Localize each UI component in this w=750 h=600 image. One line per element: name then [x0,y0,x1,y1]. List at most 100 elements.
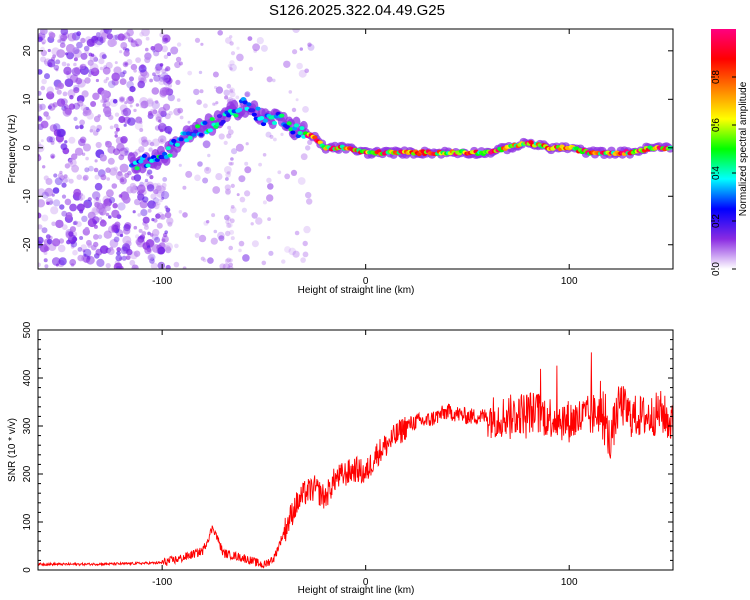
spectrogram-noise-blob [67,32,77,42]
spectrogram-noise-blob [212,71,219,78]
spectrogram-noise-blob [108,114,114,121]
spectrogram-noise-blob [88,52,93,57]
spectrogram-noise-blob [101,90,110,99]
spectrogram-noise-blob [161,45,169,53]
spectrogram-noise-blob [128,95,134,102]
spectrogram-noise-blob [77,247,83,252]
spectrogram-noise-blob [244,161,249,166]
spectrogram-noise-blob [215,101,219,105]
spectrogram-noise-blob [56,89,62,95]
spectrogram-ridge-core [286,121,292,126]
spectrogram-noise-blob [267,217,271,222]
spectrogram-noise-blob [124,150,130,156]
spectrogram-noise-blob [39,244,49,253]
spectrogram-noise-blob [161,68,167,74]
spectrogram-noise-blob [41,41,45,45]
spectrogram-ridge-core [141,153,147,158]
spectrogram-ridge-core [209,117,215,122]
spectrogram-noise-blob [111,183,118,189]
spectrogram-noise-blob [177,107,184,114]
spectrogram-noise-blob [96,128,100,133]
spectrogram-noise-blob [161,191,170,200]
spectrogram-noise-blob [155,213,161,219]
spectrogram-noise-blob [157,66,162,70]
spectrogram-noise-blob [230,51,236,56]
spectrogram-noise-blob [83,248,92,257]
spectrogram-noise-blob [133,250,141,257]
spectrogram-noise-blob [58,257,67,266]
spectrogram-noise-blob [277,170,282,175]
spectrogram-noise-blob [117,202,126,211]
spectrogram-noise-blob [307,43,315,51]
spectrogram-marks [38,29,673,269]
spectrogram-noise-blob [229,63,237,72]
spectrogram-noise-blob [156,212,164,220]
spectrogram-noise-blob [226,216,232,222]
spectrogram-noise-blob [103,230,113,239]
spectrogram-noise-blob [304,68,310,74]
snr-y-tick-label: 300 [22,417,33,434]
spectrogram-noise-blob [262,153,267,157]
spectrogram-noise-blob [59,204,65,210]
spectrogram-noise-blob [149,141,155,147]
spectrogram-x-tick-label: 0 [363,276,369,287]
spectrogram-noise-blob [122,61,129,68]
spectrogram-noise-blob [61,194,67,199]
spectrogram-noise-blob [38,154,42,162]
spectrogram-noise-blob [244,190,251,197]
spectrogram-noise-blob [51,47,60,56]
spectrogram-noise-blob [47,48,51,53]
spectrogram-y-axis-label: Frequency (Hz) [7,115,18,184]
spectrogram-noise-blob [49,32,56,39]
spectrogram-noise-blob [42,165,46,169]
spectrogram-noise-blob [47,59,56,68]
spectrogram-noise-blob [147,231,151,236]
spectrogram-noise-blob [155,185,162,192]
spectrogram-noise-blob [137,213,141,217]
spectrogram-noise-blob [229,60,235,66]
spectrogram-noise-blob [54,177,63,186]
spectrogram-noise-blob [69,161,74,165]
spectrogram-noise-blob [161,196,165,200]
spectrogram-noise-blob [134,198,141,206]
spectrogram-noise-blob [178,210,183,214]
spectrogram-noise-blob [167,221,173,227]
spectrogram-noise-blob [45,234,51,240]
spectrogram-noise-blob [182,212,188,218]
spectrogram-noise-blob [81,152,86,156]
spectrogram-noise-blob [67,158,77,168]
spectrogram-noise-blob [50,140,55,145]
spectrogram-noise-blob [69,226,76,233]
spectrogram-noise-blob [141,29,150,37]
spectrogram-ridge-core [251,112,257,117]
spectrogram-noise-blob [57,82,63,88]
spectrogram-noise-blob [61,210,68,217]
spectrogram-noise-blob [200,256,205,261]
spectrogram-noise-blob [59,37,66,44]
spectrogram-x-axis-label: Height of straight line (km) [298,285,415,296]
spectrogram-noise-blob [155,100,159,104]
spectrogram-noise-blob [98,58,105,65]
spectrogram-noise-blob [71,67,81,76]
spectrogram-noise-blob [99,245,109,254]
spectrogram-noise-blob [236,53,244,62]
spectrogram-noise-blob [93,241,99,248]
spectrogram-noise-blob [38,212,42,219]
spectrogram-noise-blob [105,205,111,212]
spectrogram-noise-blob [165,66,171,72]
spectrogram-noise-blob [229,91,236,98]
spectrogram-noise-blob [51,155,55,159]
spectrogram-noise-blob [38,188,46,197]
spectrogram-noise-blob [176,98,181,102]
spectrogram-noise-blob [112,203,118,209]
spectrogram-noise-blob [178,163,182,167]
spectrogram-noise-blob [245,142,249,146]
spectrogram-noise-blob [291,107,297,113]
spectrogram-noise-blob [167,52,171,57]
spectrogram-ridge-core [233,113,239,118]
spectrogram-noise-blob [123,147,130,153]
spectrogram-noise-blob [165,207,171,213]
spectrogram-noise-blob [105,140,110,145]
figure-title: S126.2025.322.04.49.G25 [269,2,445,19]
spectrogram-noise-blob [133,174,142,182]
